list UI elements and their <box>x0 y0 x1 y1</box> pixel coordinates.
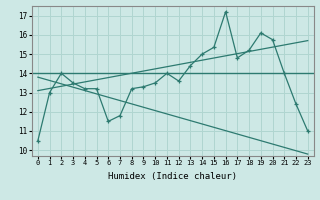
X-axis label: Humidex (Indice chaleur): Humidex (Indice chaleur) <box>108 172 237 181</box>
